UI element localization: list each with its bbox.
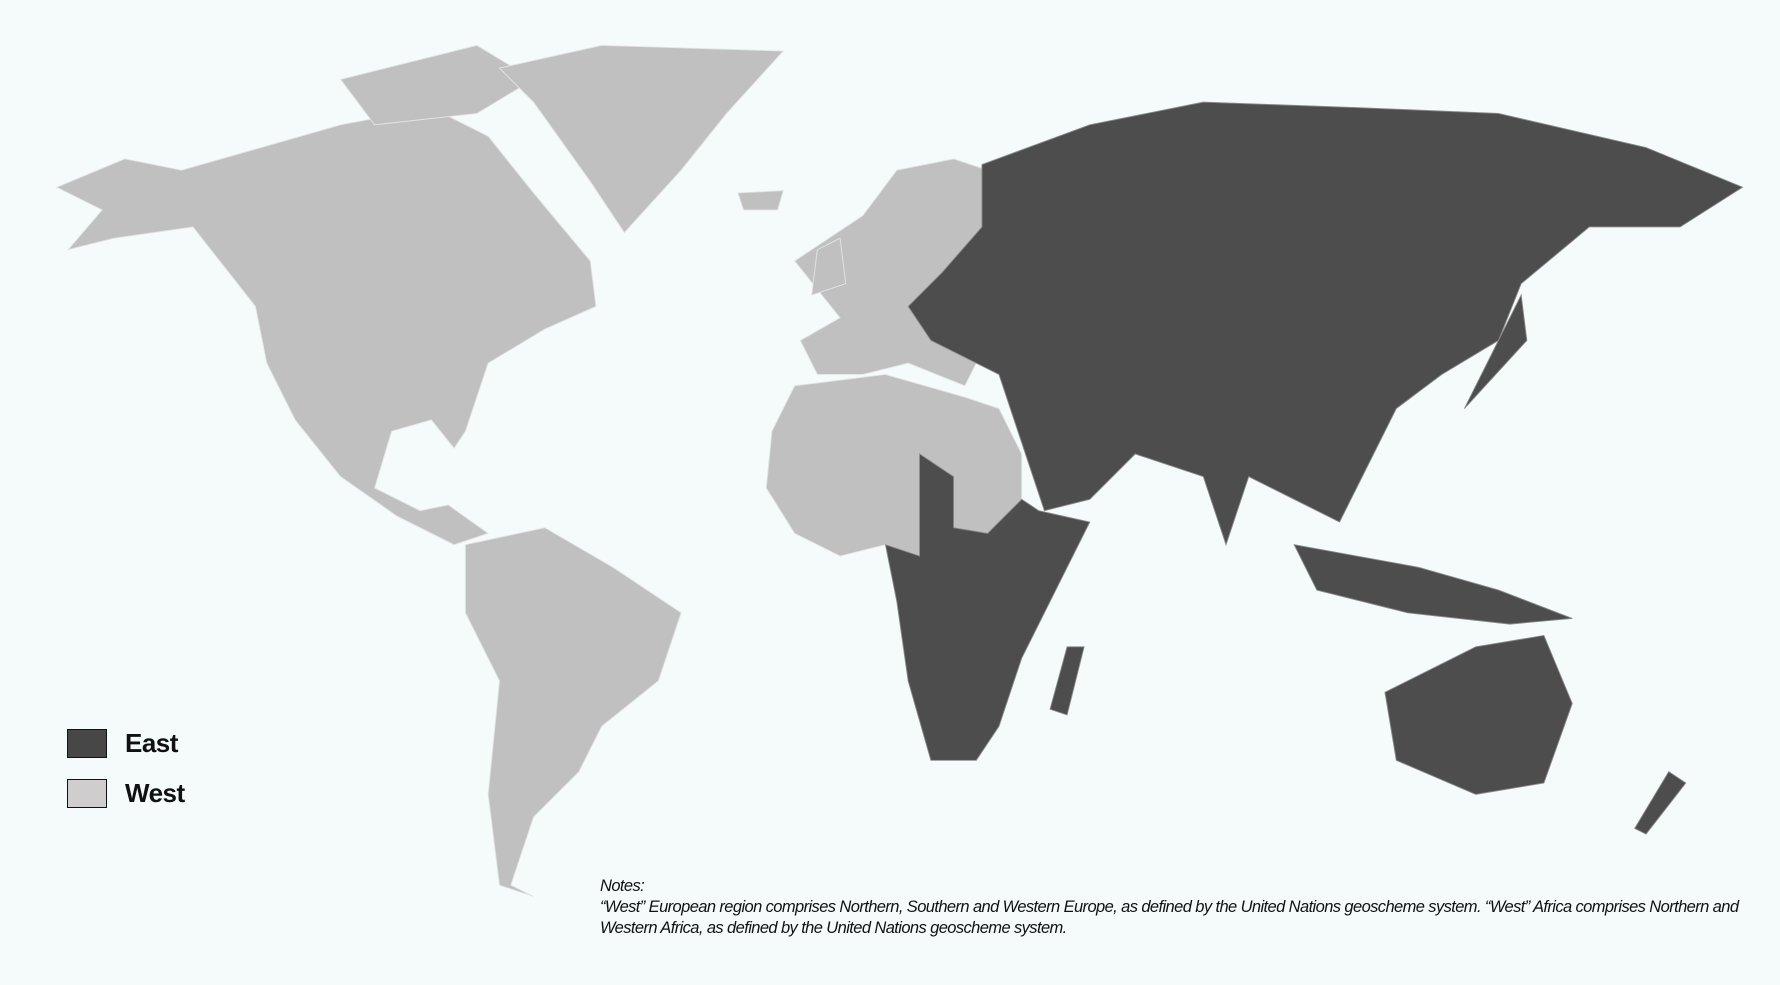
- south-america: [464, 527, 682, 897]
- notes-text: “West” European region comprises Norther…: [600, 898, 1739, 937]
- madagascar: [1049, 646, 1085, 716]
- legend-label-east: East: [125, 728, 178, 758]
- notes: Notes: “West” European region comprises …: [600, 876, 1770, 939]
- japan: [1464, 293, 1528, 409]
- legend-swatch-west: [67, 779, 107, 808]
- legend-item-east: East: [67, 728, 178, 759]
- legend-label-west: West: [125, 778, 185, 808]
- north-west-africa: [765, 374, 1023, 557]
- notes-heading: Notes:: [600, 877, 645, 895]
- eurasia-east: [907, 101, 1744, 547]
- legend-swatch-east: [67, 729, 107, 758]
- north-america: [55, 107, 597, 546]
- sub-saharan-africa: [884, 453, 1091, 761]
- australia: [1384, 634, 1573, 795]
- greenland: [498, 44, 785, 234]
- legend-item-west: West: [67, 778, 185, 809]
- indonesia: [1293, 544, 1573, 625]
- arctic-islands: [339, 44, 535, 126]
- iceland: [737, 190, 784, 211]
- new-zealand: [1634, 771, 1687, 835]
- united-kingdom: [811, 237, 847, 296]
